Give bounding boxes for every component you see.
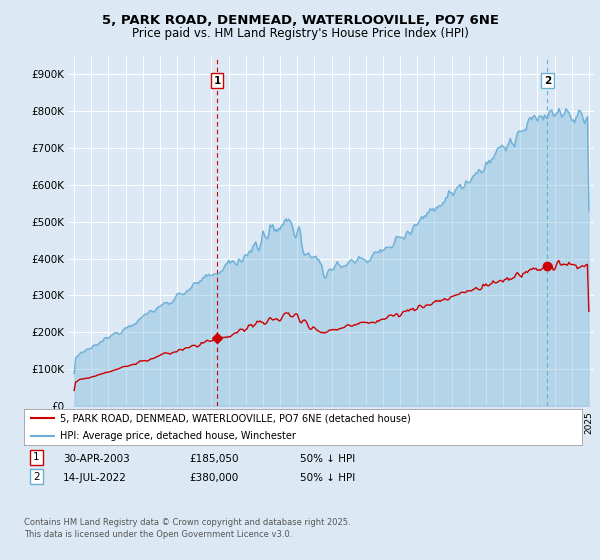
Text: 30-APR-2003: 30-APR-2003	[63, 454, 130, 464]
Text: HPI: Average price, detached house, Winchester: HPI: Average price, detached house, Winc…	[60, 431, 296, 441]
Text: 50% ↓ HPI: 50% ↓ HPI	[300, 454, 355, 464]
Text: £185,050: £185,050	[189, 454, 239, 464]
Text: £380,000: £380,000	[189, 473, 238, 483]
Text: 5, PARK ROAD, DENMEAD, WATERLOOVILLE, PO7 6NE: 5, PARK ROAD, DENMEAD, WATERLOOVILLE, PO…	[101, 14, 499, 27]
Text: 1: 1	[214, 76, 221, 86]
Text: 14-JUL-2022: 14-JUL-2022	[63, 473, 127, 483]
Text: 2: 2	[544, 76, 551, 86]
Text: 1: 1	[33, 452, 40, 463]
Text: 2: 2	[33, 472, 40, 482]
Text: Contains HM Land Registry data © Crown copyright and database right 2025.
This d: Contains HM Land Registry data © Crown c…	[24, 518, 350, 539]
Text: 5, PARK ROAD, DENMEAD, WATERLOOVILLE, PO7 6NE (detached house): 5, PARK ROAD, DENMEAD, WATERLOOVILLE, PO…	[60, 413, 411, 423]
Text: 50% ↓ HPI: 50% ↓ HPI	[300, 473, 355, 483]
Text: Price paid vs. HM Land Registry's House Price Index (HPI): Price paid vs. HM Land Registry's House …	[131, 27, 469, 40]
